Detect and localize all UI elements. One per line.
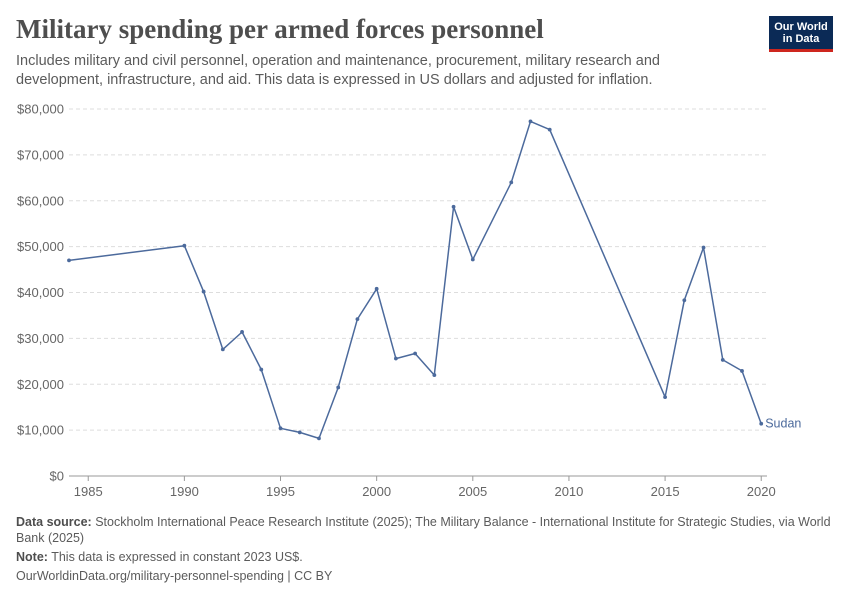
data-source: Data source: Stockholm International Pea… — [16, 514, 836, 546]
logo-line-1: Our World — [774, 20, 828, 33]
y-tick-label: $30,000 — [17, 331, 64, 346]
note-label: Note: — [16, 550, 48, 564]
data-point[interactable] — [355, 317, 360, 322]
x-tick-label: 2015 — [651, 484, 680, 499]
chart-title: Military spending per armed forces perso… — [16, 14, 544, 44]
chart-note: Note: This data is expressed in constant… — [16, 549, 836, 565]
x-tick-label: 2010 — [554, 484, 583, 499]
data-point[interactable] — [413, 351, 418, 356]
source-url[interactable]: OurWorldinData.org/military-personnel-sp… — [16, 569, 333, 583]
y-tick-label: $20,000 — [17, 377, 64, 392]
data-source-text: Stockholm International Peace Research I… — [16, 515, 831, 545]
y-tick-label: $10,000 — [17, 423, 64, 438]
y-tick-label: $50,000 — [17, 239, 64, 254]
y-axis-tick-labels: $0 $10,000 $20,000 $30,000 $40,000 $50,000 $60… — [17, 102, 64, 484]
data-point[interactable] — [259, 367, 264, 372]
x-tick-label: 2000 — [362, 484, 391, 499]
line-chart[interactable]: $0 $10,000 $20,000 $30,000 $40,000 $50,000 $60… — [0, 96, 850, 506]
data-point[interactable] — [682, 298, 687, 303]
logo-line-2: in Data — [782, 32, 820, 45]
data-point[interactable] — [182, 243, 187, 248]
note-text: This data is expressed in constant 2023 … — [51, 550, 303, 564]
data-point[interactable] — [740, 369, 744, 373]
y-tick-label: $70,000 — [17, 147, 64, 162]
series-line-sudan[interactable] — [68, 120, 762, 440]
data-point[interactable] — [336, 385, 341, 390]
x-tick-label: 2005 — [458, 484, 487, 499]
series-layer: Sudan — [67, 119, 801, 441]
data-point[interactable] — [759, 421, 764, 426]
data-point[interactable] — [374, 286, 379, 291]
data-point[interactable] — [278, 426, 283, 431]
data-point[interactable] — [528, 119, 533, 124]
x-axis-tick-labels: 1985 1990 1995 2000 2005 2010 2015 2020 — [74, 476, 776, 499]
data-point[interactable] — [201, 289, 206, 294]
y-tick-label: $60,000 — [17, 193, 64, 208]
x-tick-label: 1985 — [74, 484, 103, 499]
data-point[interactable] — [701, 245, 706, 250]
x-tick-label: 1990 — [170, 484, 199, 499]
data-point[interactable] — [663, 395, 667, 399]
data-point[interactable] — [470, 257, 475, 262]
data-point[interactable] — [317, 436, 321, 441]
data-point[interactable] — [220, 347, 225, 352]
data-point[interactable] — [432, 373, 437, 377]
data-source-label: Data source: — [16, 515, 92, 529]
data-point[interactable] — [393, 356, 398, 361]
y-tick-label: $0 — [50, 469, 64, 484]
chart-footer: Data source: Stockholm International Pea… — [16, 514, 836, 587]
data-point[interactable] — [297, 430, 302, 435]
data-point[interactable] — [67, 258, 71, 263]
series-label[interactable]: Sudan — [765, 417, 801, 431]
x-tick-label: 1995 — [266, 484, 295, 499]
y-tick-label: $80,000 — [17, 102, 64, 117]
gridlines — [69, 108, 767, 431]
data-point[interactable] — [240, 330, 244, 334]
y-tick-label: $40,000 — [17, 285, 64, 300]
x-tick-label: 2020 — [747, 484, 776, 499]
data-point[interactable] — [509, 180, 514, 185]
chart-subtitle: Includes military and civil personnel, o… — [16, 53, 660, 88]
data-point[interactable] — [451, 204, 456, 209]
owid-logo[interactable]: Our World in Data — [769, 16, 833, 52]
data-point[interactable] — [547, 127, 552, 132]
data-point[interactable] — [720, 358, 725, 362]
